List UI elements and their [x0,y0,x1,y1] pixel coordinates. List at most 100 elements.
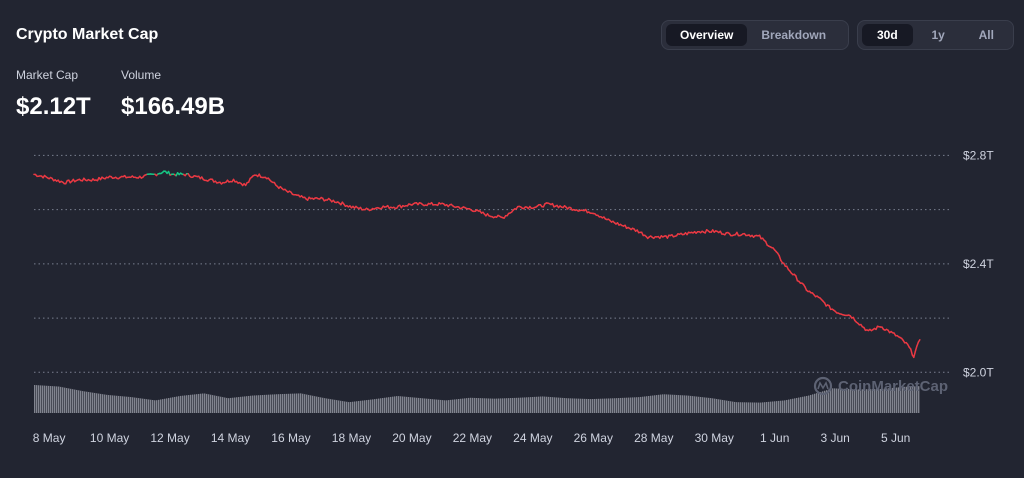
volume-bar [700,396,702,413]
volume-bar [190,394,192,413]
volume-bar [698,396,700,413]
volume-bar [466,398,468,413]
volume-bar [634,397,636,413]
volume-bar [342,401,344,413]
volume-bar [904,386,906,413]
volume-bar [652,395,654,413]
volume-bar [894,387,896,413]
volume-bar [426,398,428,413]
volume-bar [658,394,660,413]
volume-bar [178,396,180,413]
x-tick-label: 14 May [211,431,250,445]
volume-bar [512,397,514,413]
volume-bar [786,399,788,413]
volume-bar [164,398,166,413]
volume-bar [606,398,608,413]
volume-bar [392,396,394,413]
volume-bar [290,393,292,413]
volume-bar [350,401,352,413]
volume-bar [578,398,580,413]
volume-bar [888,388,890,413]
volume-bar [702,397,704,413]
volume-bar [410,397,412,413]
volume-bar [478,398,480,413]
volume-bar [464,398,466,413]
volume-bar [730,401,732,413]
volume-bar [630,397,632,413]
volume-bar [780,400,782,413]
volume-bar [484,398,486,413]
volume-bar [270,394,272,413]
volume-bar [128,396,130,413]
volume-bar [616,398,618,413]
volume-bar [452,399,454,413]
volume-bar [384,397,386,413]
volume-bars [34,385,920,413]
volume-bar [622,397,624,413]
volume-bar [68,388,70,413]
volume-bar [430,399,432,413]
volume-bar [300,393,302,413]
volume-bar [642,396,644,413]
line-segment [910,348,914,356]
volume-bar [276,394,278,413]
tab-overview[interactable]: Overview [666,24,748,46]
volume-bar [74,389,76,413]
volume-bar [260,395,262,413]
volume-bar [288,393,290,413]
volume-bar [182,395,184,413]
volume-bar [62,387,64,413]
volume-bar [656,395,658,413]
price-line[interactable] [33,170,921,359]
volume-bar [356,401,358,413]
x-tick-label: 3 Jun [821,431,850,445]
volume-bar [166,398,168,413]
volume-bar [94,392,96,413]
volume-bar [552,397,554,413]
volume-bar [650,395,652,413]
volume-bar [674,394,676,413]
volume-bar [458,398,460,413]
volume-bar [688,395,690,413]
volume-bar [412,397,414,413]
volume-bar [228,398,230,413]
range-1y-button[interactable]: 1y [931,28,945,42]
volume-bar [558,397,560,413]
volume-bar [902,387,904,413]
range-all-button[interactable]: All [978,28,994,42]
volume-bar [408,397,410,413]
volume-bar [662,394,664,413]
volume-bar [326,398,328,413]
volume-bar [238,397,240,413]
volume-bar [768,401,770,413]
volume-bar [72,389,74,413]
volume-bar [420,398,422,413]
volume-bar [448,400,450,413]
volume-bar [756,402,758,413]
volume-bar [910,386,912,413]
volume-bar [738,402,740,413]
volume-bar [812,394,814,413]
range-30d-button[interactable]: 30d [862,24,913,46]
tab-breakdown[interactable]: Breakdown [761,28,827,42]
volume-bar [340,400,342,413]
volume-bar [668,394,670,413]
volume-bar [440,399,442,413]
x-tick-label: 20 May [392,431,431,445]
volume-bar [184,395,186,413]
volume-bar [294,393,296,413]
y-axis: $2.8T $2.4T $2.0T [963,148,994,379]
volume-bar [208,394,210,413]
volume-bar [712,398,714,413]
volume-bar [866,389,868,413]
volume-bar [814,393,816,413]
volume-bar [774,401,776,413]
volume-bar [38,385,40,413]
volume-bar [90,392,92,413]
volume-bar [870,389,872,413]
volume-bar [330,399,332,413]
volume-bar [872,389,874,413]
volume-bar [536,396,538,413]
volume-bar [530,397,532,413]
